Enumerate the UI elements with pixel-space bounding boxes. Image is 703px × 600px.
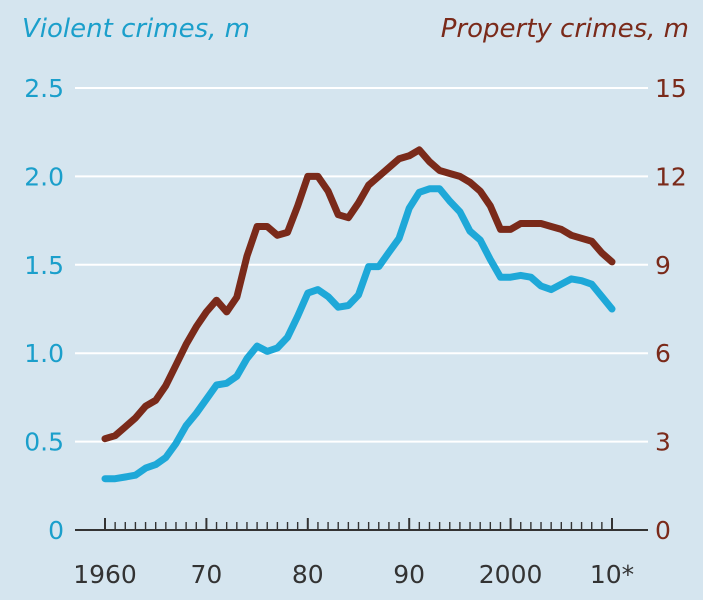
x-tick-label: 90 (393, 560, 425, 589)
left-axis-ticks: 0 0.5 1.0 1.5 2.0 2.5 (24, 74, 64, 545)
series-lines (101, 146, 616, 483)
right-tick-label: 6 (655, 339, 671, 368)
x-axis (75, 518, 648, 531)
x-tick-label: 80 (292, 560, 324, 589)
left-tick-label: 2.5 (24, 74, 64, 103)
x-tick-label: 10* (590, 560, 634, 589)
right-axis-ticks: 0 3 6 9 12 15 (655, 74, 687, 545)
property-crimes-line (101, 146, 616, 443)
right-tick-label: 9 (655, 251, 671, 280)
left-tick-label: 0 (48, 516, 64, 545)
left-tick-label: 1.5 (24, 251, 64, 280)
left-tick-label: 1.0 (24, 339, 64, 368)
right-axis-title: Property crimes, m (440, 14, 689, 44)
grid-lines (75, 87, 648, 443)
right-tick-label: 15 (655, 74, 687, 103)
x-tick-label: 1960 (73, 560, 137, 589)
right-tick-label: 0 (655, 516, 671, 545)
right-tick-label: 3 (655, 428, 671, 457)
left-axis-title: Violent crimes, m (22, 14, 251, 44)
x-tick-label: 2000 (479, 560, 543, 589)
right-tick-label: 12 (655, 162, 687, 191)
x-tick-labels: 1960 70 80 90 2000 10* (73, 560, 634, 589)
left-tick-label: 2.0 (24, 162, 64, 191)
x-tick-label: 70 (190, 560, 222, 589)
left-tick-label: 0.5 (24, 428, 64, 457)
violent-crimes-line (101, 185, 616, 483)
